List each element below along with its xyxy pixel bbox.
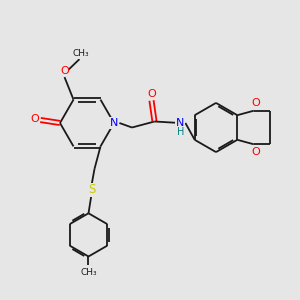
Text: O: O <box>251 98 260 108</box>
Text: O: O <box>147 89 156 99</box>
Text: O: O <box>60 65 69 76</box>
Text: CH₃: CH₃ <box>80 268 97 277</box>
Text: O: O <box>30 113 39 124</box>
Text: O: O <box>251 147 260 157</box>
Text: S: S <box>88 183 95 196</box>
Text: N: N <box>110 118 118 128</box>
Text: H: H <box>177 127 184 137</box>
Text: CH₃: CH₃ <box>73 49 89 58</box>
Text: N: N <box>176 118 184 128</box>
